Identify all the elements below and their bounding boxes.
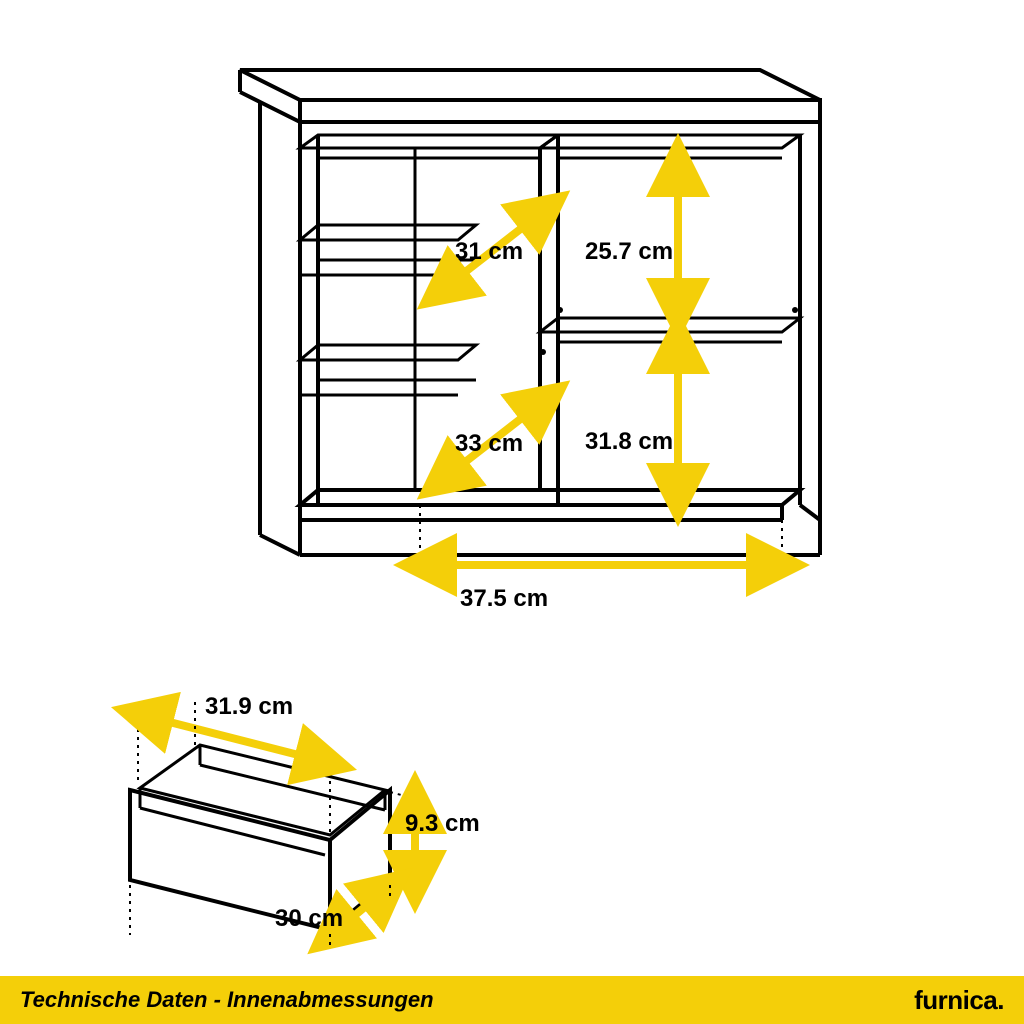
- brand-logo: furnica.: [914, 985, 1004, 1016]
- label-30cm: 30 cm: [275, 905, 343, 933]
- label-31cm: 31 cm: [455, 238, 523, 266]
- label-318cm: 31.8 cm: [585, 428, 673, 456]
- label-375cm: 37.5 cm: [460, 585, 548, 613]
- label-33cm: 33 cm: [455, 430, 523, 458]
- label-257cm: 25.7 cm: [585, 238, 673, 266]
- cabinet-diagram: [0, 0, 1024, 1024]
- footer-bar: Technische Daten - Innenabmessungen furn…: [0, 976, 1024, 1024]
- footer-title: Technische Daten - Innenabmessungen: [20, 987, 434, 1013]
- label-93cm: 9.3 cm: [405, 810, 480, 838]
- label-319cm: 31.9 cm: [205, 693, 293, 721]
